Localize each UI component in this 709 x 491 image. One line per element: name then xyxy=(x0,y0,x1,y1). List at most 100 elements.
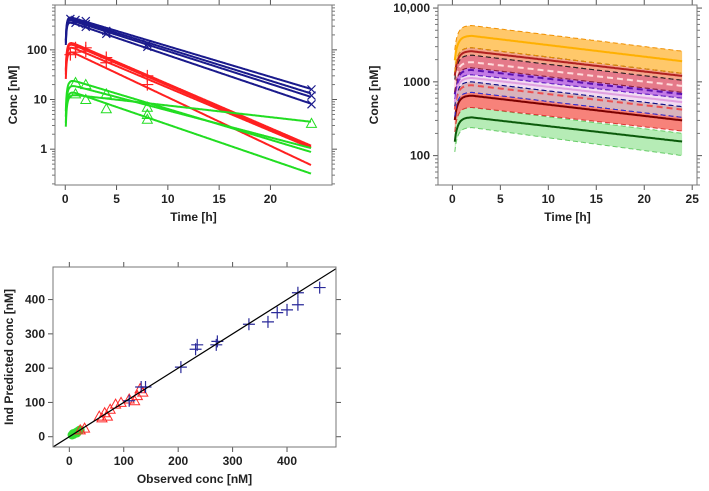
plot-frame xyxy=(52,266,337,448)
blue-observation-point xyxy=(71,18,80,28)
blue-observation-point xyxy=(71,15,80,25)
band-upper-bound xyxy=(454,24,683,52)
red-observation-point xyxy=(69,46,82,59)
plot-area xyxy=(64,14,318,175)
x-tick-label: 10 xyxy=(542,192,556,206)
x-tick-label: 20 xyxy=(264,192,278,206)
x-tick-label: 5 xyxy=(113,192,120,206)
prediction-band xyxy=(454,92,683,132)
green-observation-point xyxy=(69,87,82,99)
x-axis-label: Time [h] xyxy=(544,210,590,224)
blue-observation-point xyxy=(101,29,111,39)
y-tick-label: 400 xyxy=(25,293,45,307)
prediction-band xyxy=(454,107,683,156)
red-scatter-point xyxy=(101,410,114,421)
band-median-line xyxy=(453,94,683,122)
identity-line xyxy=(53,268,336,447)
x-tick-label: 200 xyxy=(168,454,188,468)
y-tick-label: 1 xyxy=(40,142,47,156)
y-axis-label: Conc [nM] xyxy=(6,66,20,125)
x-tick-label: 0 xyxy=(449,192,456,206)
x-tick-label: 10 xyxy=(161,192,175,206)
band-lower-bound xyxy=(454,47,683,74)
red-scatter-point xyxy=(74,423,87,435)
red-observation-point xyxy=(79,44,92,57)
blue-prediction-curve xyxy=(64,16,312,90)
band-lower-bound xyxy=(454,91,683,118)
y-tick-label: 300 xyxy=(25,327,45,341)
y-tick-label: 10,000 xyxy=(393,1,430,15)
x-tick-label: 15 xyxy=(212,192,226,206)
band-median-line xyxy=(453,77,683,104)
y-tick-label: 100 xyxy=(410,149,430,163)
band-median-line xyxy=(453,34,683,63)
blue-observation-point xyxy=(81,22,91,32)
band-median-line xyxy=(453,50,683,77)
x-axis-label: Time [h] xyxy=(170,210,216,224)
blue-observation-point xyxy=(101,26,111,36)
plot-frame xyxy=(437,4,698,186)
plot-area xyxy=(53,268,336,447)
blue-observation-point xyxy=(142,39,152,49)
blue-observation-point xyxy=(65,14,75,24)
blue-observation-point xyxy=(307,91,316,101)
x-axis-label: Observed conc [nM] xyxy=(137,472,252,486)
blue-scatter-point xyxy=(191,338,204,351)
x-tick-label: 400 xyxy=(277,454,297,468)
band-median-line xyxy=(453,84,683,111)
green-observation-point xyxy=(305,117,318,128)
y-axis-label: Conc [nM] xyxy=(367,66,381,125)
green-observation-point xyxy=(141,101,154,112)
y-axis-label: Ind Predicted conc [nM] xyxy=(2,289,16,425)
band-median-line xyxy=(453,61,683,87)
blue-scatter-point xyxy=(281,303,294,316)
green-prediction-curve xyxy=(64,85,312,150)
band-lower-bound xyxy=(454,54,683,81)
blue-scatter-point xyxy=(313,281,326,294)
plot-area xyxy=(453,24,683,157)
x-tick-label: 20 xyxy=(638,192,652,206)
goodness-of-fit-plot: 0 100 200 300 400 0 100 200 300 400 Observed conc … xyxy=(2,262,341,486)
red-scatter-point xyxy=(78,422,91,433)
band-lower-bound xyxy=(454,67,683,93)
band-median-line xyxy=(453,116,683,143)
prediction-band xyxy=(454,67,683,99)
y-tick-label: 1000 xyxy=(403,75,430,89)
green-observation-point xyxy=(69,76,82,88)
band-median-line xyxy=(453,69,683,96)
x-tick-label: 25 xyxy=(686,192,700,206)
blue-prediction-curve xyxy=(64,19,312,98)
y-tick-label: 100 xyxy=(25,395,45,409)
y-tick-label: 100 xyxy=(27,43,47,57)
blue-scatter-point xyxy=(291,298,304,311)
blue-scatter-point xyxy=(139,381,152,393)
green-observation-point xyxy=(100,87,113,99)
green-observation-point xyxy=(141,108,154,119)
green-observation-point xyxy=(100,102,113,114)
blue-observation-point xyxy=(307,84,316,94)
y-tick-label: 200 xyxy=(25,361,45,375)
y-tick-label: 0 xyxy=(38,430,45,444)
band-upper-bound xyxy=(454,107,683,134)
blue-observation-point xyxy=(307,99,316,109)
plot-frame xyxy=(54,4,333,186)
red-observation-point xyxy=(141,78,154,91)
blue-scatter-point xyxy=(261,315,274,328)
y-tick-label: 10 xyxy=(34,93,48,107)
green-observation-point xyxy=(141,113,154,124)
red-observation-point xyxy=(64,48,77,61)
x-tick-label: 0 xyxy=(62,192,69,206)
blue-observation-point xyxy=(81,19,91,29)
blue-observation-point xyxy=(142,42,152,52)
x-tick-label: 5 xyxy=(497,192,504,206)
blue-scatter-point xyxy=(271,306,284,319)
band-lower-bound xyxy=(454,107,683,132)
band-lower-bound xyxy=(454,127,683,157)
prediction-band xyxy=(454,25,683,74)
x-tick-label: 0 xyxy=(66,454,73,468)
x-tick-label: 15 xyxy=(590,192,604,206)
blue-scatter-point xyxy=(123,394,136,407)
green-prediction-curve xyxy=(64,94,312,127)
green-observation-point xyxy=(79,78,92,90)
pk-individual-plot: 0 5 10 15 20 1 10 100 Time [h] Conc [nM] xyxy=(6,0,337,224)
